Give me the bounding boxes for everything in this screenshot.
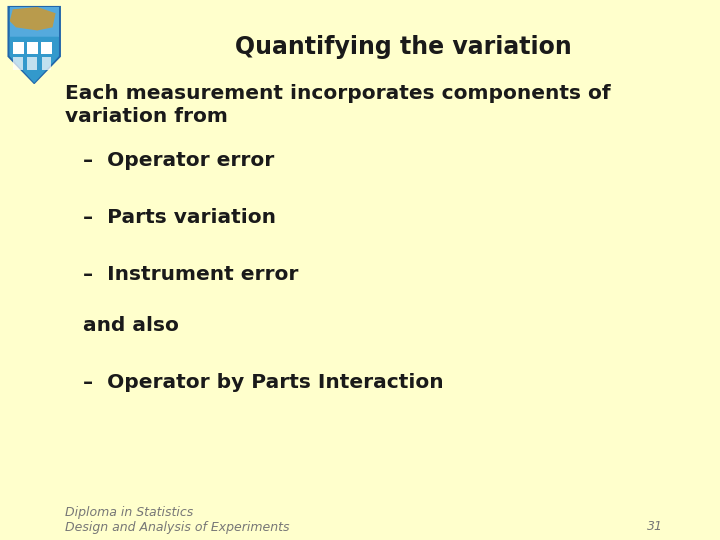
- Polygon shape: [9, 7, 60, 83]
- Text: Each measurement incorporates components of
variation from: Each measurement incorporates components…: [65, 84, 611, 126]
- Text: –  Parts variation: – Parts variation: [83, 208, 276, 227]
- Text: and also: and also: [83, 316, 179, 335]
- Bar: [41, 42, 52, 54]
- Text: –  Instrument error: – Instrument error: [83, 265, 298, 284]
- Text: –  Operator error: – Operator error: [83, 151, 274, 170]
- Text: Design and Analysis of Experiments: Design and Analysis of Experiments: [65, 521, 289, 534]
- Text: –  Operator by Parts Interaction: – Operator by Parts Interaction: [83, 373, 444, 392]
- Polygon shape: [10, 7, 59, 37]
- Text: Quantifying the variation: Quantifying the variation: [235, 35, 572, 59]
- Polygon shape: [10, 37, 59, 83]
- Polygon shape: [10, 7, 55, 30]
- Bar: [27, 42, 38, 54]
- Bar: [42, 57, 51, 70]
- Text: 31: 31: [647, 520, 663, 533]
- Bar: [13, 57, 22, 70]
- Bar: [27, 57, 37, 70]
- Bar: [13, 42, 24, 54]
- Text: Diploma in Statistics: Diploma in Statistics: [65, 507, 193, 519]
